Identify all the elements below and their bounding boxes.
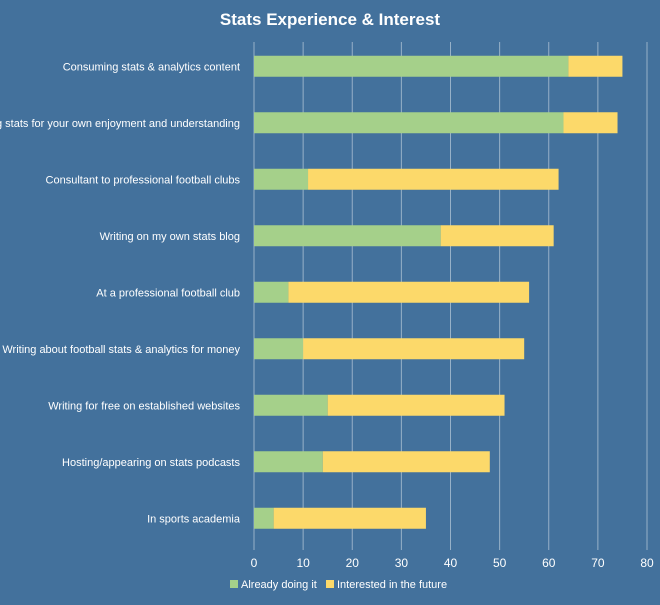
bar-segment bbox=[254, 168, 309, 190]
category-label: At a professional football club bbox=[96, 287, 240, 299]
category-label: Writing on my own stats blog bbox=[100, 231, 240, 243]
bar-segment bbox=[254, 281, 289, 303]
bar-segment bbox=[254, 338, 304, 360]
x-tick-label: 30 bbox=[395, 556, 409, 570]
bar-segment bbox=[568, 55, 623, 77]
category-label: Consultant to professional football club… bbox=[46, 174, 241, 186]
bar-segment bbox=[303, 338, 525, 360]
bar-segment bbox=[563, 112, 618, 134]
bar-segment bbox=[308, 168, 559, 190]
bar-segment bbox=[254, 112, 564, 134]
category-label: Hosting/appearing on stats podcasts bbox=[62, 457, 240, 469]
category-label: Writing about football stats & analytics… bbox=[2, 344, 240, 356]
category-label: Consuming stats & analytics content bbox=[63, 61, 240, 73]
x-tick-label: 40 bbox=[444, 556, 458, 570]
bar-segment bbox=[254, 225, 441, 247]
x-tick-label: 50 bbox=[493, 556, 507, 570]
bar-segment bbox=[327, 394, 505, 416]
x-tick-label: 0 bbox=[251, 556, 258, 570]
category-label: In sports academia bbox=[147, 513, 241, 525]
x-tick-label: 20 bbox=[346, 556, 360, 570]
legend-label: Interested in the future bbox=[337, 579, 447, 591]
category-label: Using stats for your own enjoyment and u… bbox=[0, 118, 240, 130]
bar-segment bbox=[254, 55, 569, 77]
bar-segment bbox=[254, 394, 328, 416]
x-tick-label: 60 bbox=[542, 556, 556, 570]
x-tick-label: 70 bbox=[591, 556, 605, 570]
legend-swatch bbox=[326, 580, 334, 588]
legend-swatch bbox=[230, 580, 238, 588]
x-tick-label: 10 bbox=[296, 556, 310, 570]
bar-segment bbox=[288, 281, 530, 303]
bar-segment bbox=[254, 507, 274, 529]
legend-label: Already doing it bbox=[241, 579, 317, 591]
bar-segment bbox=[273, 507, 426, 529]
bar-segment bbox=[440, 225, 554, 247]
category-label: Writing for free on established websites bbox=[48, 400, 240, 412]
x-tick-label: 80 bbox=[640, 556, 654, 570]
legend: Already doing it Interested in the future bbox=[230, 579, 447, 591]
bar-segment bbox=[322, 451, 490, 473]
chart-title: Stats Experience & Interest bbox=[220, 10, 440, 29]
bar-segment bbox=[254, 451, 323, 473]
